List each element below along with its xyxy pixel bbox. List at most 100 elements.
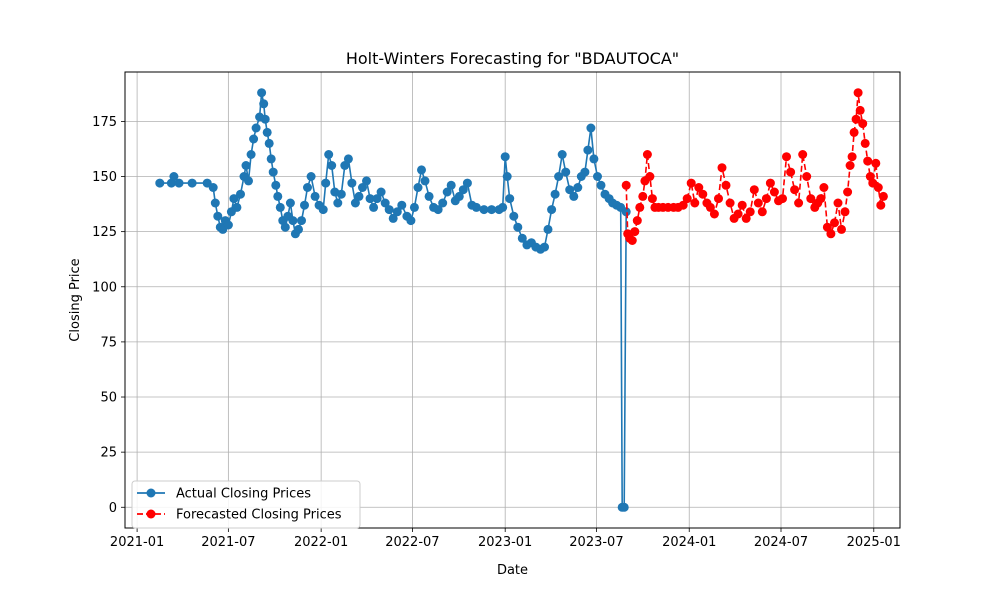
- data-point: [155, 178, 165, 188]
- data-point: [543, 224, 553, 234]
- plot-frame: [124, 71, 901, 529]
- data-point: [232, 202, 242, 212]
- axis-ticks: 2021-01 2021-07 2022-01 2022-07 2023-01 2023-…: [92, 115, 901, 550]
- y-tick-label: 175: [92, 115, 117, 130]
- data-point: [271, 180, 281, 190]
- x-tick-label: 2021-01: [110, 535, 164, 550]
- data-point: [753, 198, 763, 208]
- data-point: [863, 156, 873, 166]
- data-point: [690, 198, 700, 208]
- data-point: [362, 176, 371, 186]
- data-point: [223, 220, 233, 230]
- data-point: [802, 172, 812, 181]
- data-point: [790, 185, 800, 195]
- data-point: [354, 191, 364, 201]
- data-point: [860, 138, 870, 148]
- data-point: [260, 114, 270, 124]
- data-point: [547, 205, 557, 215]
- data-point: [420, 176, 430, 186]
- data-point: [569, 191, 579, 201]
- data-point: [853, 88, 863, 98]
- data-point: [350, 198, 360, 208]
- data-point: [840, 207, 850, 217]
- data-point: [745, 207, 755, 217]
- data-point: [251, 123, 261, 133]
- data-point: [236, 189, 245, 199]
- data-point: [580, 167, 590, 177]
- x-axis-label: Date: [497, 563, 528, 578]
- data-point: [343, 154, 353, 164]
- data-point: [782, 152, 791, 162]
- legend-actual-marker: [146, 488, 156, 498]
- data-point: [310, 191, 320, 201]
- data-point: [376, 187, 386, 197]
- data-point: [698, 189, 708, 199]
- data-point: [778, 194, 787, 204]
- data-point: [573, 183, 583, 192]
- data-point: [388, 213, 398, 223]
- y-tick-label: 25: [100, 446, 117, 461]
- data-point: [169, 172, 179, 181]
- x-tick-label: 2024-07: [754, 535, 808, 550]
- data-point: [333, 198, 343, 208]
- data-point: [454, 191, 464, 201]
- data-point: [268, 167, 278, 177]
- data-point: [208, 183, 218, 192]
- data-point: [619, 502, 629, 512]
- data-point: [347, 178, 357, 188]
- data-point: [540, 242, 549, 252]
- data-point: [392, 207, 402, 217]
- data-point: [324, 150, 334, 159]
- data-point: [647, 194, 657, 204]
- data-point: [500, 152, 510, 162]
- data-point: [471, 202, 481, 212]
- data-point: [438, 198, 448, 208]
- y-tick-label: 50: [100, 391, 117, 406]
- data-point: [458, 185, 468, 195]
- data-point: [871, 158, 881, 168]
- data-point: [424, 191, 434, 201]
- data-point: [682, 194, 692, 204]
- legend-forecast-label: Forecasted Closing Prices: [176, 508, 342, 523]
- data-point: [757, 207, 767, 217]
- data-point: [855, 105, 865, 115]
- data-point: [589, 154, 599, 164]
- data-point: [365, 194, 375, 204]
- data-point: [822, 222, 832, 232]
- chart-title: Holt-Winters Forecasting for "BDAUTOCA": [346, 49, 679, 68]
- data-point: [550, 189, 560, 199]
- data-point: [705, 202, 715, 212]
- x-tick-label: 2023-01: [478, 535, 532, 550]
- data-point: [259, 99, 269, 109]
- data-point: [517, 233, 527, 243]
- data-point: [830, 218, 839, 228]
- data-point: [627, 236, 637, 245]
- data-point: [786, 167, 796, 177]
- data-point: [635, 202, 645, 212]
- data-point: [280, 222, 290, 232]
- data-point: [694, 183, 704, 192]
- data-point: [721, 180, 731, 190]
- data-point: [306, 172, 316, 181]
- data-point: [565, 185, 575, 195]
- data-point: [241, 161, 251, 170]
- data-point: [586, 123, 596, 133]
- data-point: [442, 187, 452, 197]
- data-point: [294, 224, 303, 234]
- data-point: [249, 134, 259, 144]
- data-point: [327, 161, 337, 170]
- data-point: [596, 180, 606, 190]
- data-point: [837, 224, 846, 234]
- data-point: [638, 191, 648, 201]
- data-point: [417, 165, 426, 175]
- data-point: [372, 194, 382, 204]
- data-point: [266, 154, 276, 164]
- data-point: [358, 183, 367, 192]
- data-point: [816, 194, 826, 204]
- data-point: [717, 163, 727, 173]
- data-point: [273, 191, 283, 201]
- data-point: [725, 198, 735, 208]
- data-point: [446, 180, 456, 190]
